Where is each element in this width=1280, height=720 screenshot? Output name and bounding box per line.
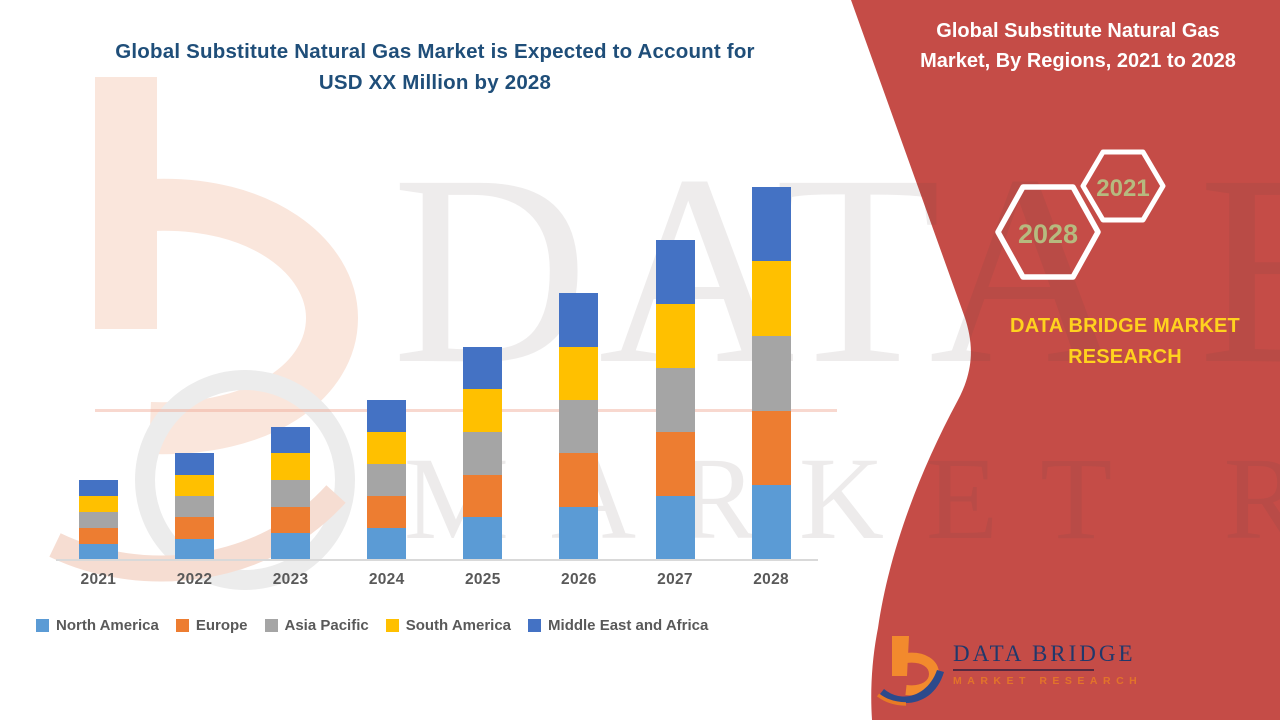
bar-segment-north-america-2028 bbox=[751, 485, 791, 560]
brand-text-line1: DATA BRIDGE MARKET bbox=[1010, 315, 1240, 337]
x-axis-label: 2027 bbox=[657, 571, 693, 588]
x-axis-label: 2028 bbox=[753, 571, 789, 588]
legend-swatch-icon bbox=[264, 619, 278, 632]
bar-segment-middle-east-and-africa-2024 bbox=[367, 400, 407, 432]
bar-segment-asia-pacific-2028 bbox=[751, 336, 791, 411]
panel-title: Global Substitute Natural Gas Market, By… bbox=[882, 16, 1274, 76]
x-axis-label: 2023 bbox=[272, 571, 309, 588]
logo-divider bbox=[953, 669, 1094, 671]
legend-label: Asia Pacific bbox=[284, 617, 369, 634]
bar-segment-middle-east-and-africa-2027 bbox=[655, 240, 695, 304]
watermark-b-bowl bbox=[148, 178, 359, 455]
x-axis-label: 2024 bbox=[368, 571, 405, 588]
bar-segment-asia-pacific-2023 bbox=[271, 480, 311, 507]
bar-segment-north-america-2026 bbox=[559, 506, 599, 560]
x-axis-label: 2025 bbox=[464, 571, 501, 588]
bar-segment-europe-2024 bbox=[367, 496, 407, 528]
bar-segment-europe-2023 bbox=[271, 506, 311, 534]
logo-name: DATA BRIDGE bbox=[953, 641, 1136, 666]
bar-segment-europe-2022 bbox=[175, 517, 214, 539]
bar-segment-middle-east-and-africa-2026 bbox=[559, 293, 599, 347]
bar-segment-asia-pacific-2021 bbox=[78, 512, 118, 528]
chart-legend: North America Europe Asia Pacific South Ame… bbox=[36, 617, 708, 634]
chart-title-line2: USD XX Million by 2028 bbox=[318, 71, 552, 94]
bar-segment-south-america-2027 bbox=[655, 304, 695, 368]
bar-segment-europe-2021 bbox=[78, 528, 118, 544]
bar-segment-middle-east-and-africa-2021 bbox=[78, 480, 118, 496]
logo-subtitle: MARKET RESEARCH bbox=[953, 675, 1143, 687]
bar-segment-asia-pacific-2022 bbox=[175, 496, 214, 518]
bar-segment-middle-east-and-africa-2028 bbox=[751, 186, 791, 262]
legend-item: South America bbox=[385, 617, 512, 634]
panel-title-line1: Global Substitute Natural Gas bbox=[936, 20, 1220, 42]
legend-swatch-icon bbox=[175, 619, 189, 632]
logo-swoosh-accent bbox=[876, 693, 907, 706]
x-axis-line bbox=[56, 559, 818, 561]
legend-item: Europe bbox=[175, 617, 248, 634]
chart-title: Global Substitute Natural Gas Market is … bbox=[28, 36, 842, 98]
bar-segment-south-america-2026 bbox=[559, 346, 599, 400]
databridge-logo-icon bbox=[876, 636, 944, 706]
legend-label: Europe bbox=[195, 617, 248, 634]
legend-label: Middle East and Africa bbox=[548, 617, 709, 634]
legend-item: Middle East and Africa bbox=[528, 617, 708, 634]
panel-title-line2: Market, By Regions, 2021 to 2028 bbox=[920, 50, 1236, 72]
watermark-text-marketresearch: MARKET RESEARCH bbox=[404, 440, 1280, 558]
bar-segment-south-america-2028 bbox=[751, 261, 791, 336]
bar-segment-europe-2028 bbox=[751, 410, 791, 486]
logo-swoosh bbox=[880, 670, 944, 704]
logo-wordmark: DATA BRIDGE MARKET RESEARCH bbox=[953, 641, 1142, 687]
x-axis-label: 2021 bbox=[80, 571, 117, 588]
logo-b-stem bbox=[892, 636, 909, 676]
brand-text: DATA BRIDGE MARKET RESEARCH bbox=[958, 311, 1280, 373]
bar-segment-north-america-2024 bbox=[367, 528, 407, 560]
logo-b-bowl bbox=[905, 652, 940, 696]
legend-item: North America bbox=[36, 617, 159, 634]
legend-label: North America bbox=[56, 617, 159, 634]
bar-segment-europe-2026 bbox=[559, 453, 599, 507]
bar-segment-asia-pacific-2024 bbox=[367, 464, 407, 496]
bar-segment-asia-pacific-2027 bbox=[655, 368, 695, 432]
legend-item: Asia Pacific bbox=[264, 617, 369, 634]
bar-segment-europe-2027 bbox=[655, 432, 695, 496]
bar-segment-south-america-2023 bbox=[271, 453, 311, 480]
legend-swatch-icon bbox=[385, 619, 399, 632]
bar-segment-south-america-2024 bbox=[367, 432, 407, 464]
bar-segment-middle-east-and-africa-2023 bbox=[271, 426, 311, 454]
watermark-ring bbox=[135, 370, 355, 590]
bar-segment-north-america-2027 bbox=[655, 496, 695, 560]
bar-segment-south-america-2022 bbox=[175, 474, 214, 496]
legend-label: South America bbox=[405, 617, 512, 634]
bar-segment-north-america-2022 bbox=[175, 538, 214, 560]
bar-segment-north-america-2021 bbox=[78, 544, 118, 560]
bar-segment-north-america-2025 bbox=[463, 517, 503, 560]
legend-swatch-icon bbox=[528, 619, 542, 632]
brand-text-line2: RESEARCH bbox=[1068, 346, 1182, 368]
x-axis-label: 2022 bbox=[176, 571, 213, 588]
bar-segment-middle-east-and-africa-2025 bbox=[463, 346, 503, 390]
legend-swatch-icon bbox=[36, 619, 49, 632]
red-panel-shape bbox=[851, 0, 1280, 720]
bar-segment-middle-east-and-africa-2022 bbox=[175, 453, 214, 475]
chart-title-line1: Global Substitute Natural Gas Market is … bbox=[115, 40, 755, 63]
bar-segment-asia-pacific-2026 bbox=[559, 400, 599, 454]
bar-segment-north-america-2023 bbox=[271, 533, 311, 560]
x-axis-label: 2026 bbox=[561, 571, 597, 588]
watermark-b-stem bbox=[95, 77, 157, 329]
bar-segment-south-america-2025 bbox=[463, 389, 503, 432]
bar-segment-asia-pacific-2025 bbox=[463, 432, 503, 475]
bar-segment-south-america-2021 bbox=[78, 496, 118, 512]
bar-segment-europe-2025 bbox=[463, 474, 503, 518]
